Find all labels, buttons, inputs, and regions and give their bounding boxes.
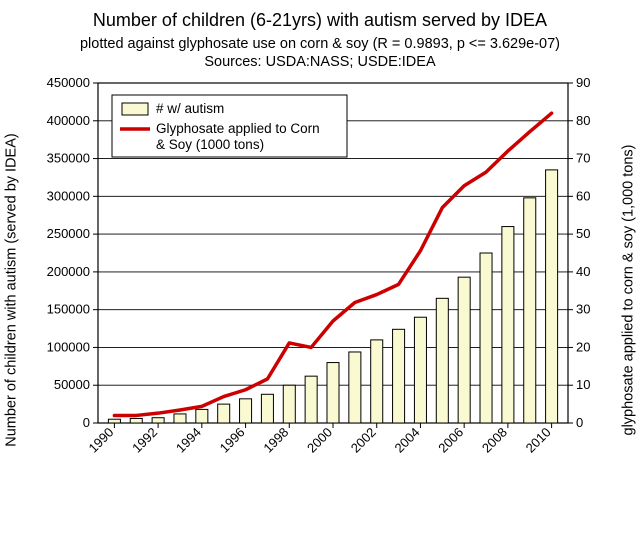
legend-bar-swatch bbox=[122, 103, 148, 115]
ytick-right: 50 bbox=[576, 226, 590, 241]
ytick-right: 40 bbox=[576, 264, 590, 279]
bar bbox=[283, 385, 295, 423]
xtick: 2008 bbox=[479, 425, 510, 456]
ytick-left: 150000 bbox=[47, 302, 90, 317]
legend-bar-label: # w/ autism bbox=[156, 101, 224, 116]
xtick: 1992 bbox=[129, 425, 160, 456]
xtick: 2004 bbox=[392, 425, 423, 456]
chart-svg: 0 50000 100000 150000 200000 250000 300000 3500… bbox=[20, 75, 620, 490]
chart-subtitle: plotted against glyphosate use on corn &… bbox=[0, 35, 640, 71]
subtitle-line2: Sources: USDA:NASS; USDE:IDEA bbox=[204, 54, 435, 70]
ytick-right: 90 bbox=[576, 75, 590, 90]
ytick-left: 250000 bbox=[47, 226, 90, 241]
ytick-left: 350000 bbox=[47, 151, 90, 166]
bar bbox=[524, 198, 536, 423]
ytick-left: 100000 bbox=[47, 340, 90, 355]
ytick-left: 50000 bbox=[54, 377, 90, 392]
ytick-right: 60 bbox=[576, 189, 590, 204]
bar bbox=[218, 404, 230, 423]
bar bbox=[240, 399, 252, 423]
bar bbox=[414, 317, 426, 423]
ytick-right: 20 bbox=[576, 340, 590, 355]
bar bbox=[327, 363, 339, 423]
bar bbox=[196, 410, 208, 424]
ytick-right: 0 bbox=[576, 415, 583, 430]
bar bbox=[436, 299, 448, 424]
bar bbox=[174, 414, 186, 423]
y-axis-left-label: Number of children with autism (served b… bbox=[0, 75, 24, 505]
bar bbox=[152, 418, 164, 423]
legend-line-label-2: & Soy (1000 tons) bbox=[156, 137, 264, 152]
xtick: 1990 bbox=[85, 425, 116, 456]
ytick-left: 300000 bbox=[47, 189, 90, 204]
xtick: 2006 bbox=[435, 425, 466, 456]
xtick: 2002 bbox=[348, 425, 379, 456]
bar bbox=[371, 340, 383, 423]
xtick: 2000 bbox=[304, 425, 335, 456]
ytick-left: 200000 bbox=[47, 264, 90, 279]
bar bbox=[480, 253, 492, 423]
y-axis-right-label: glyphosate applied to corn & soy (1,000 … bbox=[616, 75, 640, 505]
bar bbox=[305, 376, 317, 423]
ytick-right: 70 bbox=[576, 151, 590, 166]
legend-line-label-1: Glyphosate applied to Corn bbox=[156, 121, 320, 136]
bar bbox=[458, 277, 470, 423]
ytick-right: 80 bbox=[576, 113, 590, 128]
bar bbox=[393, 330, 405, 424]
chart-title: Number of children (6-21yrs) with autism… bbox=[0, 0, 640, 31]
xtick: 1998 bbox=[260, 425, 291, 456]
ytick-left: 400000 bbox=[47, 113, 90, 128]
xtick: 1994 bbox=[173, 425, 204, 456]
ytick-left: 450000 bbox=[47, 75, 90, 90]
bar bbox=[349, 352, 361, 423]
ytick-right: 10 bbox=[576, 377, 590, 392]
ytick-right: 30 bbox=[576, 302, 590, 317]
bar bbox=[261, 395, 273, 424]
chart-area: Number of children with autism (served b… bbox=[0, 75, 640, 505]
xtick: 1996 bbox=[217, 425, 248, 456]
bar bbox=[108, 419, 120, 423]
xtick: 2010 bbox=[523, 425, 554, 456]
subtitle-line1: plotted against glyphosate use on corn &… bbox=[80, 36, 560, 52]
bar bbox=[546, 170, 558, 423]
bar bbox=[502, 227, 514, 423]
bar bbox=[130, 419, 142, 424]
ytick-left: 0 bbox=[83, 415, 90, 430]
